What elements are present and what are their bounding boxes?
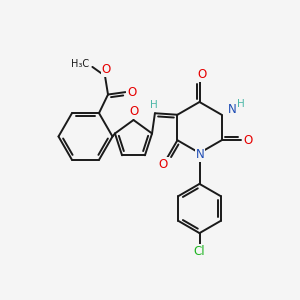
Text: O: O (102, 63, 111, 76)
Text: H: H (237, 99, 245, 109)
Text: Cl: Cl (194, 245, 205, 258)
Text: O: O (243, 134, 252, 147)
Text: H: H (149, 100, 157, 110)
Text: N: N (196, 148, 205, 161)
Text: O: O (128, 85, 136, 99)
Text: N: N (228, 103, 236, 116)
Text: O: O (130, 105, 139, 118)
Text: O: O (159, 158, 168, 171)
Text: H₃C: H₃C (71, 59, 89, 69)
Text: O: O (197, 68, 206, 81)
